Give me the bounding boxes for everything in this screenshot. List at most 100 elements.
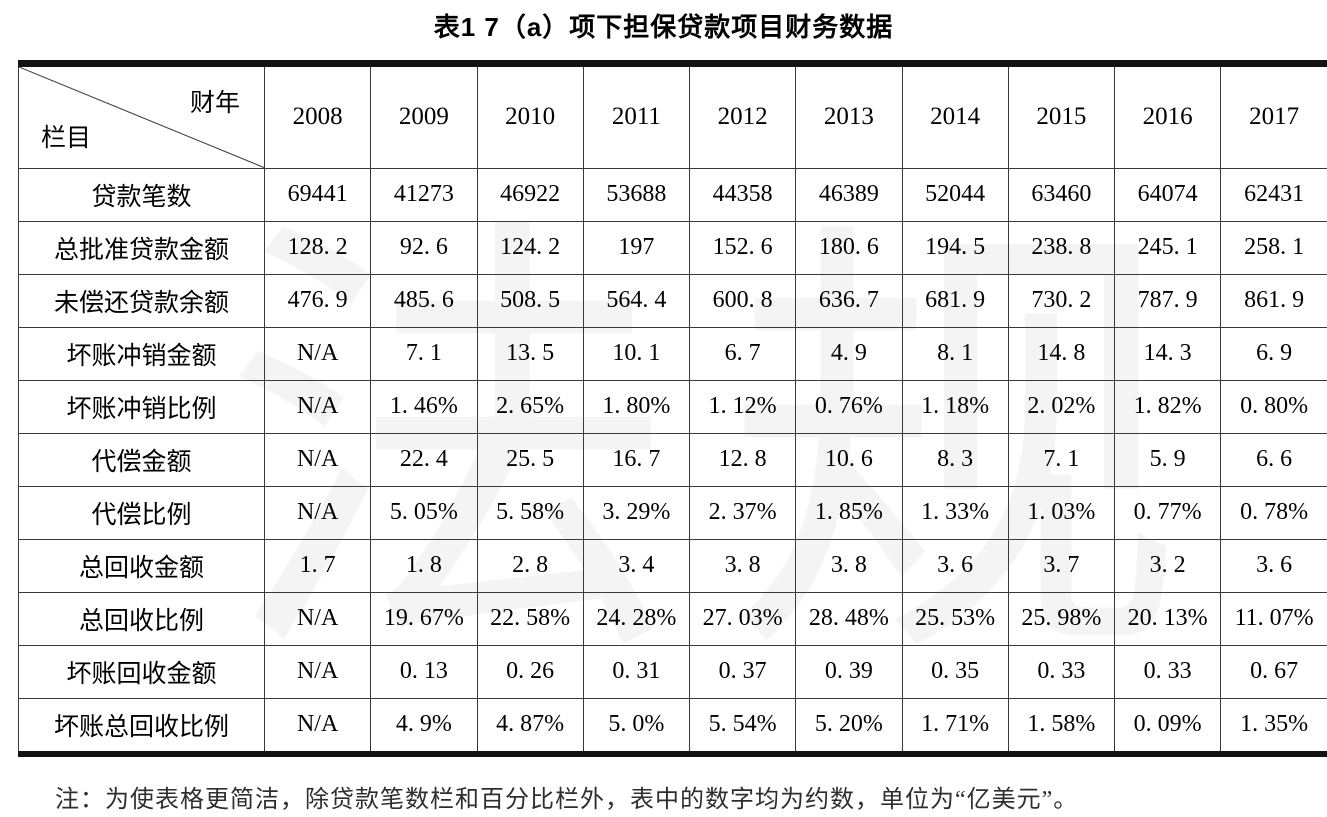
data-cell: 1. 82%: [1113, 379, 1222, 434]
table-row: 坏账冲销比例 N/A 1. 46% 2. 65% 1. 80% 1. 12% 0. 76% 1…: [18, 379, 1327, 434]
data-cell: 14. 8: [1007, 326, 1116, 381]
data-cell: 27. 03%: [688, 591, 797, 646]
row-label-cell: 坏账冲销比例: [18, 379, 265, 434]
table-body: 贷款笔数 69441 41273 46922 53688 44358 46389 52044 6…: [18, 167, 1327, 751]
row-label-cell: 坏账总回收比例: [18, 697, 265, 751]
diagonal-divider-line: [19, 67, 264, 168]
row-label-cell: 未偿还贷款余额: [18, 273, 265, 328]
data-cell: 14. 3: [1113, 326, 1222, 381]
data-cell: 22. 58%: [476, 591, 584, 646]
data-cell: 730. 2: [1007, 273, 1116, 328]
data-cell: 1. 58%: [1007, 697, 1116, 751]
data-cell: N/A: [263, 591, 372, 646]
data-cell: 28. 48%: [795, 591, 903, 646]
data-cell: 1. 8: [370, 538, 478, 593]
year-header-2014: 2014: [901, 67, 1009, 169]
data-cell: 22. 4: [370, 432, 478, 487]
table-row: 代偿金额 N/A 22. 4 25. 5 16. 7 12. 8 10. 6 8. 3 7. 1…: [18, 432, 1327, 487]
table-row: 总回收金额 1. 7 1. 8 2. 8 3. 4 3. 8 3. 8 3. 6 3. 7 3. …: [18, 538, 1327, 593]
data-cell: 194. 5: [901, 220, 1009, 275]
table-row: 未偿还贷款余额 476. 9 485. 6 508. 5 564. 4 600. 8 636…: [18, 273, 1327, 328]
data-cell: 0. 80%: [1220, 379, 1327, 434]
data-cell: 0. 33: [1007, 644, 1116, 699]
year-header-2013: 2013: [795, 67, 903, 169]
data-cell: 24. 28%: [582, 591, 691, 646]
row-label-cell: 坏账回收金额: [18, 644, 265, 699]
data-cell: 62431: [1220, 167, 1327, 222]
data-cell: 5. 05%: [370, 485, 478, 540]
data-cell: 10. 1: [582, 326, 691, 381]
data-cell: 6. 7: [688, 326, 797, 381]
data-cell: 600. 8: [688, 273, 797, 328]
data-cell: 46389: [795, 167, 903, 222]
row-label-cell: 代偿金额: [18, 432, 265, 487]
data-cell: 152. 6: [688, 220, 797, 275]
data-cell: 0. 33: [1113, 644, 1222, 699]
page-title: 表1 7（a）项下担保贷款项目财务数据: [433, 12, 894, 42]
data-cell: 69441: [263, 167, 372, 222]
data-cell: 1. 18%: [901, 379, 1009, 434]
data-cell: 0. 09%: [1113, 697, 1222, 751]
data-cell: 44358: [688, 167, 797, 222]
data-cell: 46922: [476, 167, 584, 222]
data-cell: 1. 7: [263, 538, 372, 593]
data-cell: 0. 37: [688, 644, 797, 699]
data-cell: 3. 2: [1113, 538, 1222, 593]
row-label-cell: 贷款笔数: [18, 167, 265, 222]
year-header-2011: 2011: [582, 67, 691, 169]
year-header-2010: 2010: [476, 67, 584, 169]
data-cell: 245. 1: [1113, 220, 1222, 275]
data-cell: 12. 8: [688, 432, 797, 487]
data-cell: 238. 8: [1007, 220, 1116, 275]
data-cell: 485. 6: [370, 273, 478, 328]
data-cell: 25. 5: [476, 432, 584, 487]
data-cell: 564. 4: [582, 273, 691, 328]
data-cell: 63460: [1007, 167, 1116, 222]
data-cell: 1. 71%: [901, 697, 1009, 751]
data-cell: 3. 7: [1007, 538, 1116, 593]
data-cell: 92. 6: [370, 220, 478, 275]
data-cell: 52044: [901, 167, 1009, 222]
data-cell: 0. 31: [582, 644, 691, 699]
table-row: 坏账回收金额 N/A 0. 13 0. 26 0. 31 0. 37 0. 39 0. 35 0…: [18, 644, 1327, 699]
header-row: 财年 栏目 2008 2009 2010 2011 2012 2013 2014 2015 20…: [18, 67, 1327, 169]
data-cell: 0. 78%: [1220, 485, 1327, 540]
data-cell: 2. 37%: [688, 485, 797, 540]
data-cell: 2. 65%: [476, 379, 584, 434]
row-label-cell: 总回收金额: [18, 538, 265, 593]
data-cell: N/A: [263, 644, 372, 699]
year-header-2016: 2016: [1113, 67, 1222, 169]
corner-label-item: 栏目: [41, 124, 92, 152]
data-cell: 64074: [1113, 167, 1222, 222]
corner-cell: 财年 栏目: [18, 67, 265, 169]
year-header-2009: 2009: [370, 67, 478, 169]
data-cell: N/A: [263, 432, 372, 487]
table-row: 坏账总回收比例 N/A 4. 9% 4. 87% 5. 0% 5. 54% 5. 20% 1.…: [18, 697, 1327, 751]
data-cell: 8. 1: [901, 326, 1009, 381]
data-cell: N/A: [263, 697, 372, 751]
data-cell: 10. 6: [795, 432, 903, 487]
data-cell: 0. 26: [476, 644, 584, 699]
data-cell: 5. 0%: [582, 697, 691, 751]
data-cell: 124. 2: [476, 220, 584, 275]
data-cell: 861. 9: [1220, 273, 1327, 328]
data-cell: N/A: [263, 485, 372, 540]
data-cell: 0. 13: [370, 644, 478, 699]
data-cell: 3. 6: [901, 538, 1009, 593]
data-cell: 4. 87%: [476, 697, 584, 751]
data-cell: 1. 12%: [688, 379, 797, 434]
data-cell: 6. 9: [1220, 326, 1327, 381]
data-cell: 7. 1: [370, 326, 478, 381]
data-cell: 5. 54%: [688, 697, 797, 751]
data-cell: 681. 9: [901, 273, 1009, 328]
data-cell: 476. 9: [263, 273, 372, 328]
data-cell: 53688: [582, 167, 691, 222]
data-cell: 4. 9: [795, 326, 903, 381]
data-cell: 0. 77%: [1113, 485, 1222, 540]
row-label-cell: 代偿比例: [18, 485, 265, 540]
data-cell: 0. 39: [795, 644, 903, 699]
data-cell: 197: [582, 220, 691, 275]
data-cell: 4. 9%: [370, 697, 478, 751]
data-cell: 19. 67%: [370, 591, 478, 646]
